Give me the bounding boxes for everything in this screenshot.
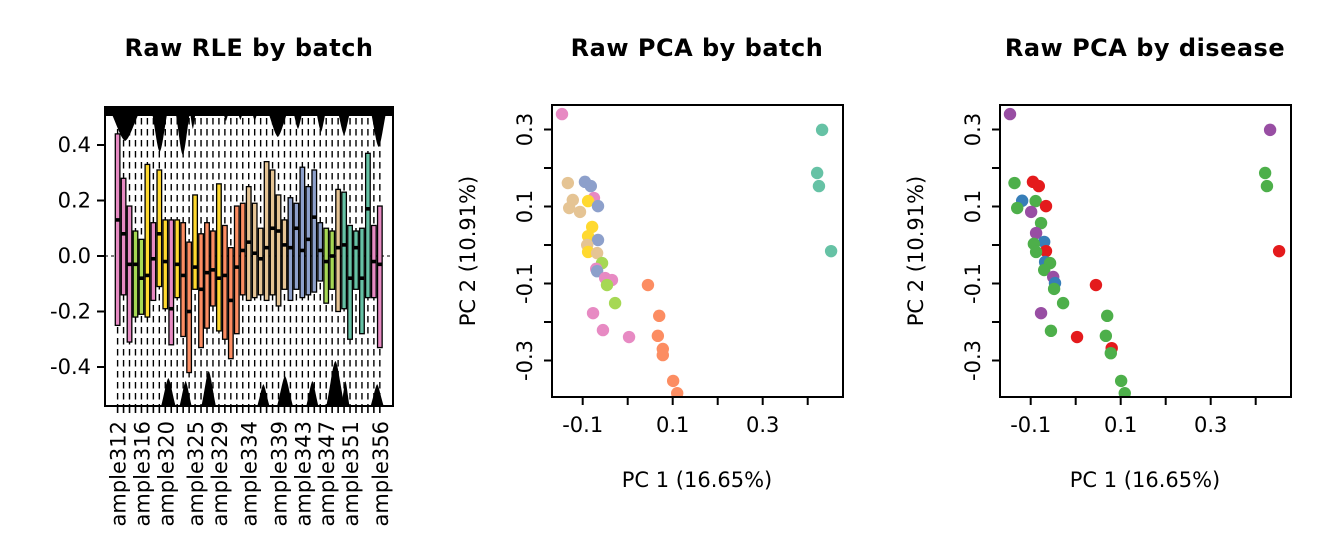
svg-text:ample334: ample334: [238, 421, 262, 527]
svg-text:ample325: ample325: [184, 421, 208, 527]
panel-pca-by-disease: Raw PCA by disease -0.1 0.1 0.3 0.3 0.1 -0.1-…: [896, 0, 1344, 537]
svg-text:0.1: 0.1: [656, 413, 689, 437]
svg-text:ample343: ample343: [291, 421, 315, 527]
svg-text:0.3: 0.3: [746, 413, 779, 437]
svg-text:-0.1: -0.1: [1010, 413, 1051, 437]
svg-text:-0.1: -0.1: [562, 413, 603, 437]
rle-boxplot-title: Raw RLE by batch: [124, 34, 374, 62]
svg-text:-0.1: -0.1: [513, 263, 537, 304]
svg-text:ample339: ample339: [268, 421, 292, 527]
svg-text:ample356: ample356: [369, 421, 393, 527]
svg-text:ample312: ample312: [107, 421, 131, 527]
svg-text:0.0: 0.0: [58, 244, 91, 268]
svg-text:ample329: ample329: [208, 421, 232, 527]
svg-text:-0.4: -0.4: [50, 355, 91, 379]
svg-text:0.1: 0.1: [961, 190, 985, 223]
pca-disease-x-axis-label: PC 1 (16.65%): [1069, 468, 1221, 492]
svg-text:0.3: 0.3: [1194, 413, 1227, 437]
svg-text:0.3: 0.3: [961, 113, 985, 146]
svg-text:-0.2: -0.2: [50, 300, 91, 324]
svg-text:ample347: ample347: [315, 421, 339, 527]
svg-text:ample320: ample320: [154, 421, 178, 527]
panel-pca-by-batch: Raw PCA by batch -0.1 0.1 0.3 0.3 0.1 -0.1 -0.…: [448, 0, 896, 537]
svg-text:ample351: ample351: [339, 421, 363, 527]
pca-disease-title: Raw PCA by disease: [1004, 34, 1286, 62]
pca-batch-canvas: -0.1 0.1 0.3 0.3 0.1 -0.1 -0.3: [513, 104, 844, 437]
svg-text:0.2: 0.2: [58, 189, 91, 213]
svg-text:-0.3: -0.3: [513, 340, 537, 381]
svg-text:-0.1: -0.1: [961, 263, 985, 304]
pca-batch-title: Raw PCA by batch: [570, 34, 824, 62]
svg-text:-0.3: -0.3: [961, 340, 985, 381]
pca-batch-y-axis-label: PC 2 (10.91%): [456, 175, 480, 327]
svg-text:0.4: 0.4: [58, 133, 91, 157]
panel-rle-boxplot: Raw RLE by batch 0.4 0.2 0.0 -0.2 -0.4 ample3…: [0, 0, 448, 537]
svg-text:0.3: 0.3: [513, 113, 537, 146]
pca-disease-y-axis-label: PC 2 (10.91%): [904, 175, 928, 327]
pca-disease-canvas: -0.1 0.1 0.3 0.3 0.1 -0.1 -0.3: [961, 104, 1292, 437]
svg-text:0.1: 0.1: [1104, 413, 1137, 437]
svg-text:0.1: 0.1: [513, 190, 537, 223]
pca-batch-x-axis-label: PC 1 (16.65%): [621, 468, 773, 492]
svg-text:ample316: ample316: [130, 421, 154, 527]
